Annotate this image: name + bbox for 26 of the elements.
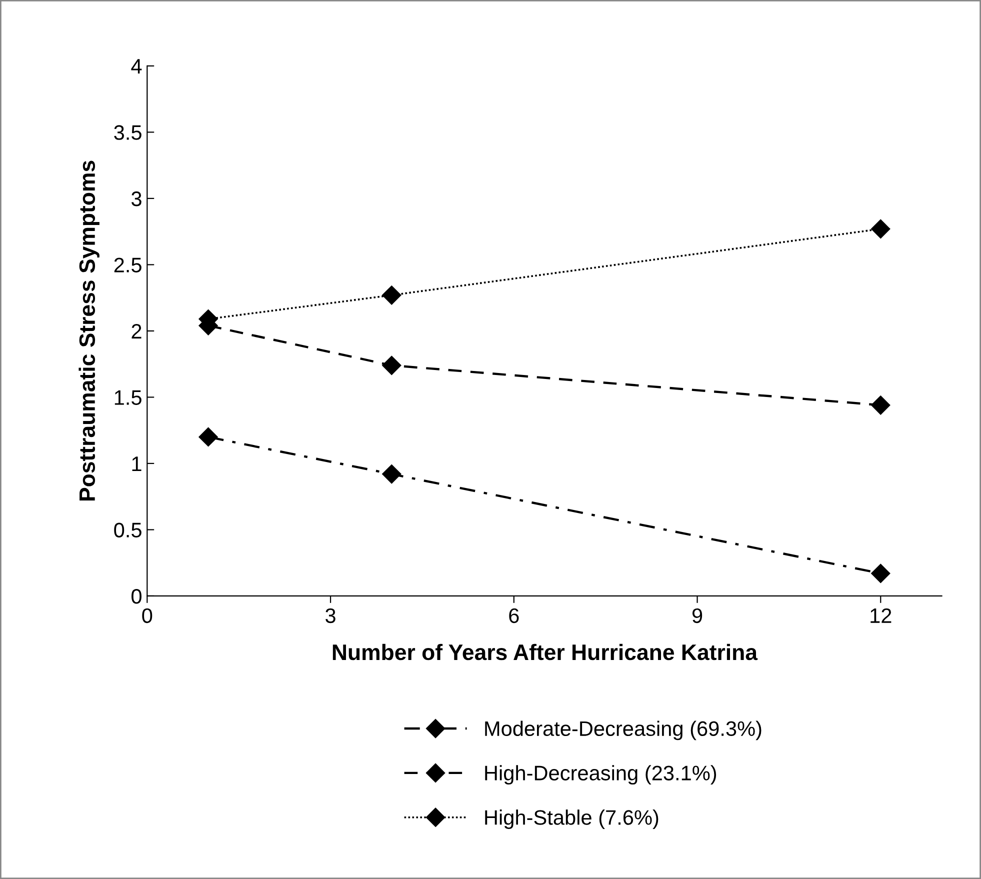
point [871, 396, 890, 415]
point [871, 219, 890, 238]
y-tick-label: 0.5 [114, 522, 142, 538]
x-axis-title: Number of Years After Hurricane Katrina [332, 644, 758, 660]
y-axis-title: Posttraumatic Stress Symptoms [78, 160, 100, 500]
point [382, 464, 402, 484]
point [871, 564, 890, 583]
y-tick-label: 3 [132, 191, 142, 206]
legend-label: Moderate-Decreasing (69.3%) [485, 720, 762, 740]
x-tick-label: 12 [870, 608, 892, 623]
point [198, 427, 218, 446]
legend-label: High-Stable (7.6%) [485, 810, 658, 829]
y-tick-label: 4 [131, 59, 142, 74]
point [382, 286, 402, 305]
y-tick-label: 1.5 [114, 390, 142, 405]
x-tick-label: 6 [509, 608, 519, 624]
y-tick-label: 0 [132, 588, 142, 604]
x-tick-label: 9 [692, 608, 702, 624]
legend-label: High-Decreasing (23.1%) [485, 765, 716, 785]
y-tick-label: 3.5 [114, 125, 142, 140]
x-tick-label: 0 [142, 608, 152, 624]
y-tick-label: 1 [132, 456, 142, 471]
point [382, 356, 402, 375]
y-tick-label: 2 [132, 324, 142, 338]
y-tick-label: 2.5 [114, 258, 142, 272]
x-tick-label: 3 [326, 608, 336, 624]
